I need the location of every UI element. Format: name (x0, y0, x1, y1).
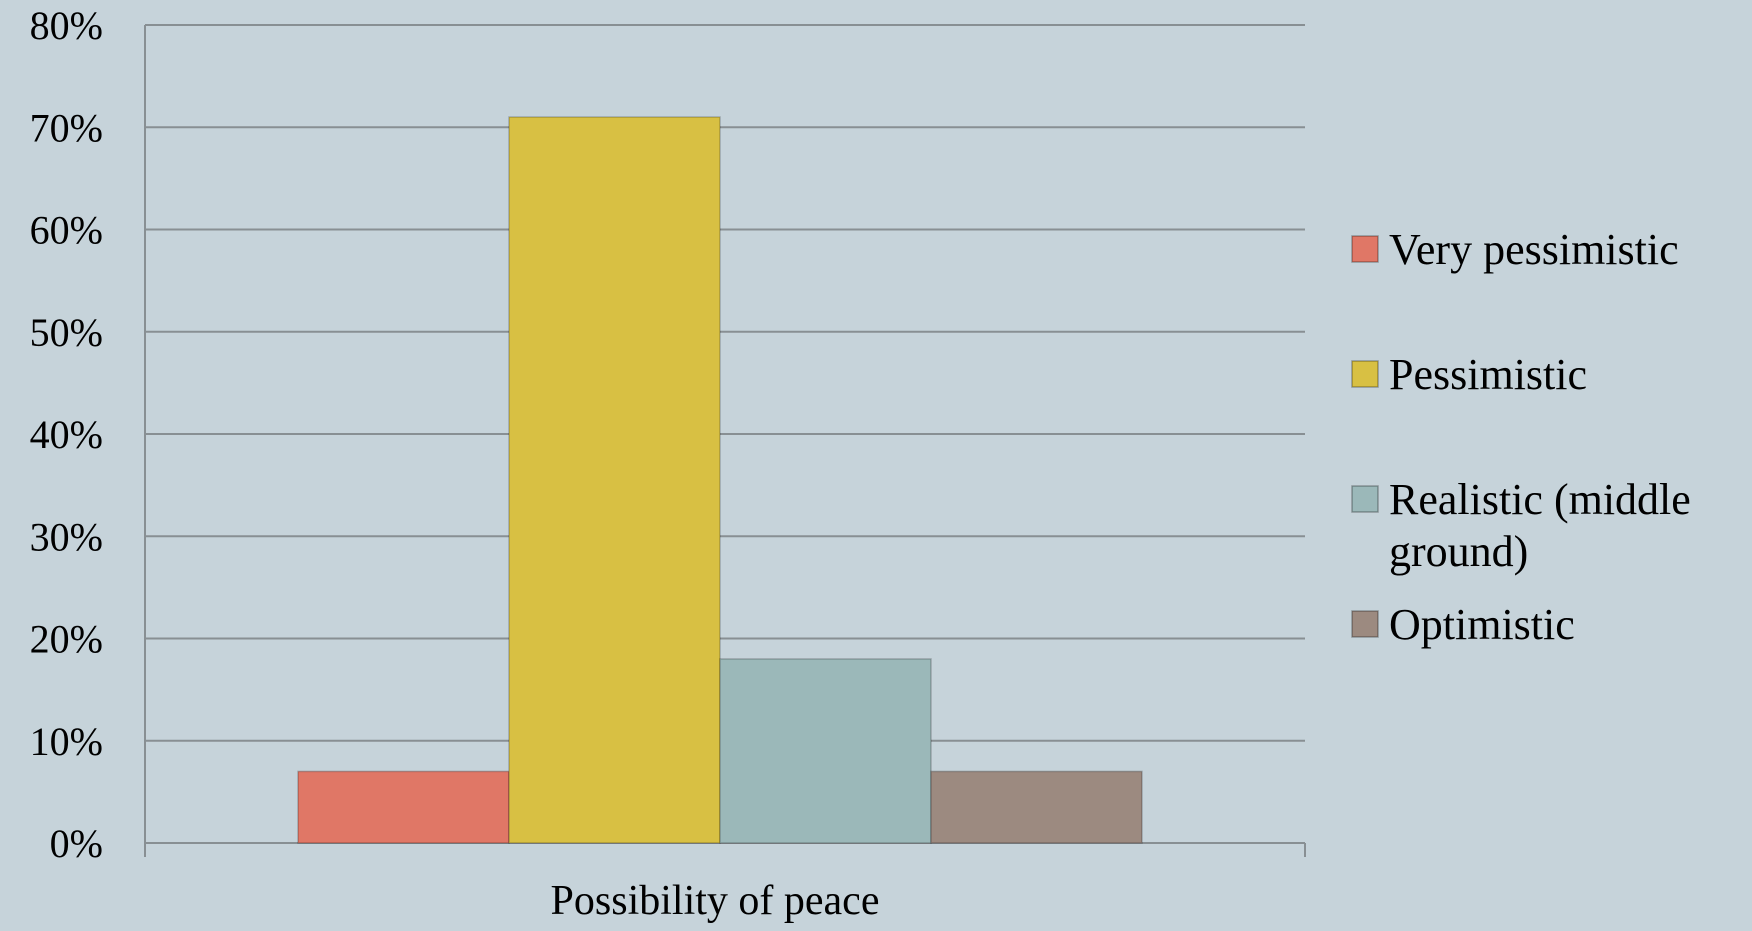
legend-item: Very pessimistic (1351, 225, 1679, 274)
legend-swatch (1351, 235, 1379, 263)
legend-swatch (1351, 610, 1379, 638)
y-tick-label: 60% (30, 208, 103, 253)
gridlines (144, 24, 1306, 857)
y-tick-label: 10% (30, 719, 103, 764)
legend-label: Very pessimistic (1389, 225, 1679, 274)
legend-label: Optimistic (1389, 600, 1575, 649)
y-tick-label: 0% (50, 821, 103, 866)
y-tick-label: 30% (30, 514, 103, 559)
y-tick-label: 80% (30, 3, 103, 48)
legend-item: Realistic (middle ground) (1351, 475, 1691, 576)
y-tick-label: 70% (30, 105, 103, 150)
bars (297, 116, 1143, 844)
bar-realistic-middle-ground (719, 658, 932, 844)
x-axis-title: Possibility of peace (551, 878, 880, 924)
legend: Very pessimistic Pessimistic Realistic (mi… (1351, 225, 1691, 649)
bar-very-pessimistic (297, 770, 510, 844)
y-tick-label: 20% (30, 617, 103, 662)
legend-swatch (1351, 360, 1379, 388)
legend-label: Realistic (middle ground) (1389, 475, 1691, 576)
legend-label: Pessimistic (1389, 350, 1587, 399)
y-axis-ticks: 0% 10% 20% 30% 40% 50% 60% 70% 80% (30, 3, 103, 866)
bar-pessimistic (508, 116, 721, 844)
legend-item: Pessimistic (1351, 350, 1587, 399)
legend-item: Optimistic (1351, 600, 1575, 649)
legend-swatch (1351, 485, 1379, 513)
bar-optimistic (930, 770, 1143, 844)
y-tick-label: 50% (30, 310, 103, 355)
y-tick-label: 40% (30, 412, 103, 457)
